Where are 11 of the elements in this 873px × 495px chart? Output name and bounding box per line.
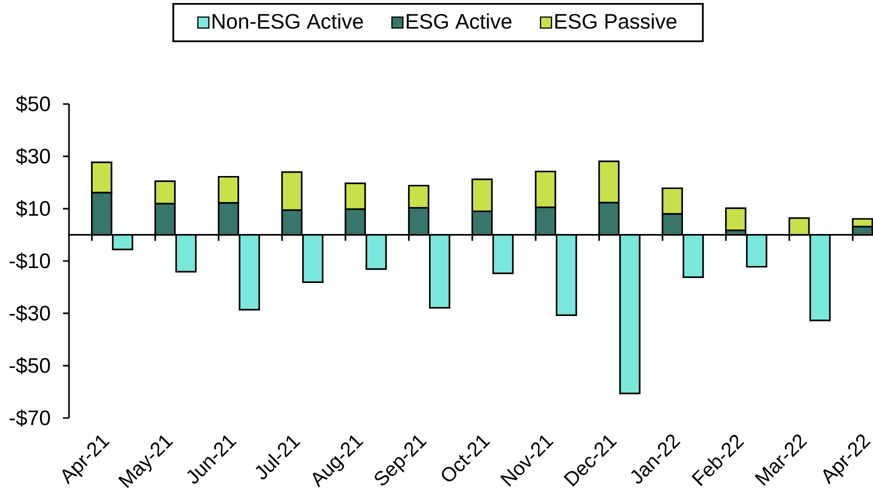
y-tick-label: $10 — [16, 200, 50, 218]
y-tick-label: -$10 — [10, 252, 50, 270]
legend-label: Non-ESG Active — [212, 13, 363, 29]
y-tick-label: -$50 — [10, 357, 50, 374]
legend-label: ESG Active — [406, 13, 512, 29]
y-tick-label: $50 — [16, 95, 50, 112]
y-tick-label: -$30 — [10, 304, 50, 322]
y-tick-label: -$70 — [10, 410, 50, 426]
legend-label: ESG Passive — [555, 13, 676, 29]
y-tick-label: $30 — [16, 148, 50, 165]
bar — [725, 207, 746, 232]
